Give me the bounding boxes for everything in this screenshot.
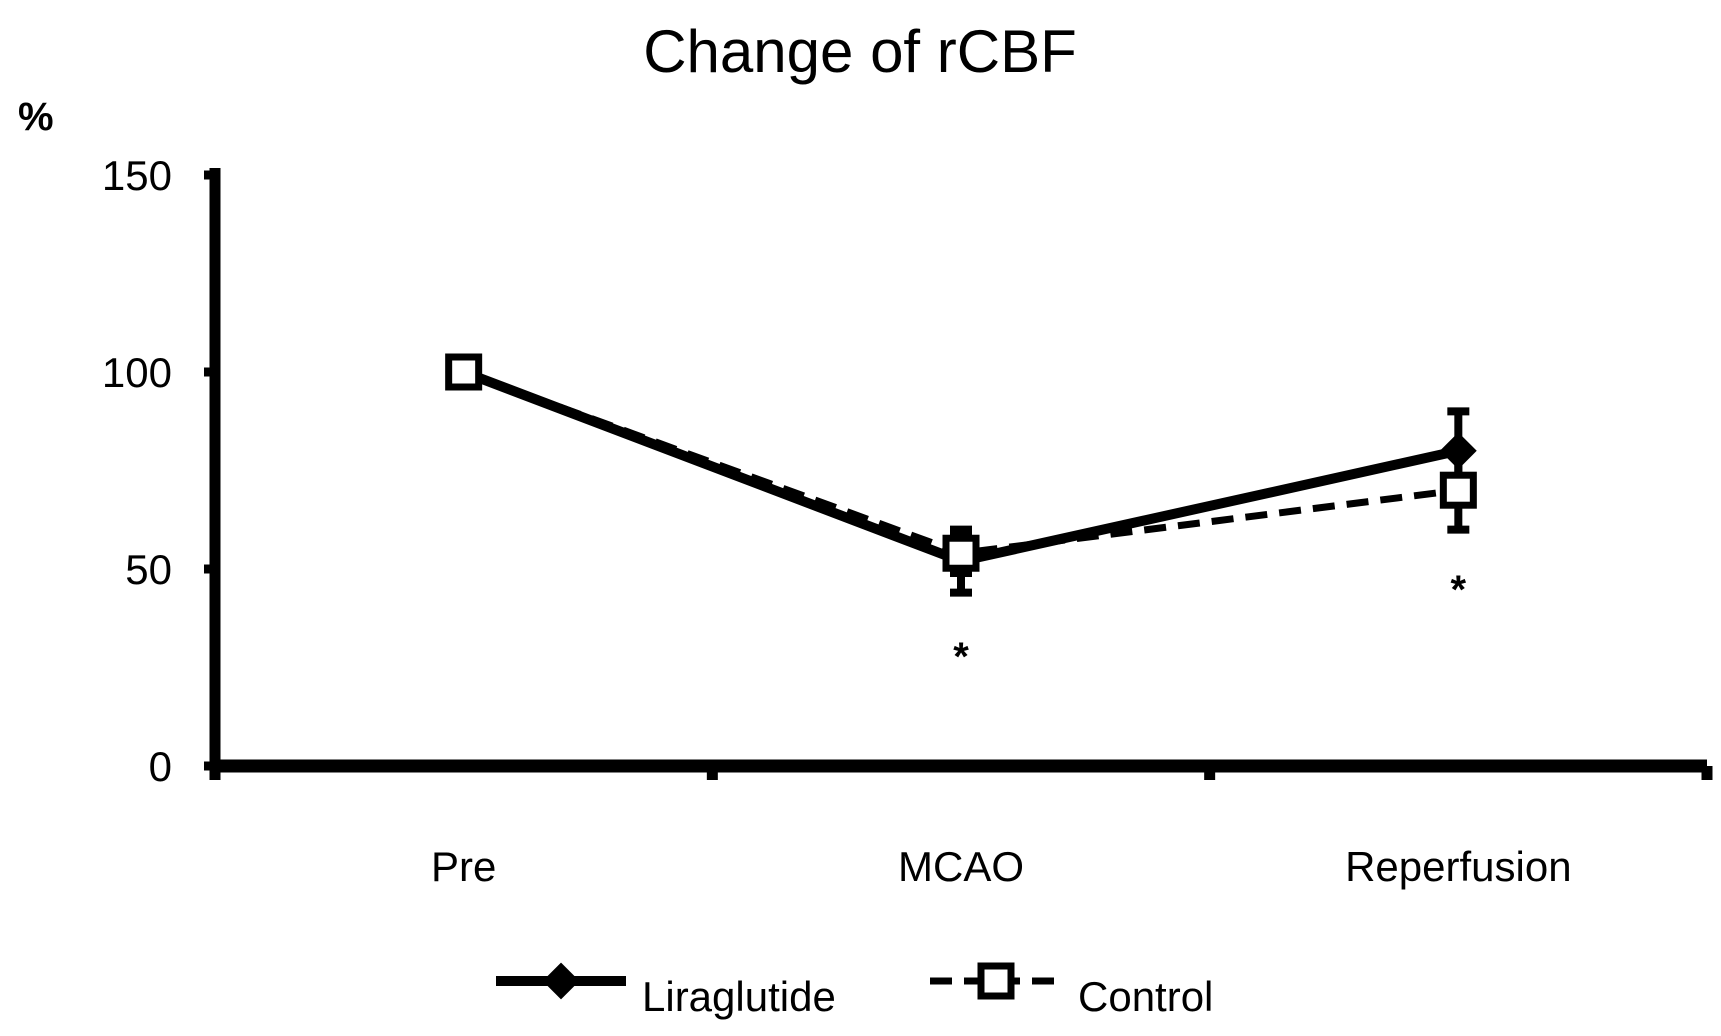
data-point-control-pre [445,353,483,391]
legend-swatch-marker [977,962,1015,1000]
legend-swatch-marker [542,962,580,1000]
series-control [445,353,1477,577]
chart-title: Change of rCBF [643,18,1077,85]
legend-item-liraglutide: Liraglutide [496,962,836,1020]
x-axis-ticks: Pre MCAO Reperfusion [209,766,1713,890]
series-layer [445,353,1477,597]
x-category-label-pre: Pre [431,843,496,890]
y-tick-label: 150 [102,152,172,199]
y-tick-label: 100 [102,349,172,396]
significance-marker: * [953,635,969,679]
x-category-label-reperfusion: Reperfusion [1345,843,1571,890]
y-axis-ticks: 0 50 100 150 [102,152,215,790]
x-category-label-mcao: MCAO [898,843,1024,890]
legend: Liraglutide Control [496,962,1213,1020]
y-axis-unit-label: % [18,95,54,139]
significance-marker: * [1451,568,1467,612]
y-tick-label: 50 [125,546,172,593]
annotation-layer: ** [953,568,1466,679]
legend-label: Control [1078,973,1213,1020]
y-tick-label: 0 [149,743,172,790]
data-point-control-mcao [942,534,980,572]
legend-item-control: Control [930,962,1213,1020]
legend-label: Liraglutide [642,973,836,1020]
data-point-control-reperfusion [1439,471,1477,509]
